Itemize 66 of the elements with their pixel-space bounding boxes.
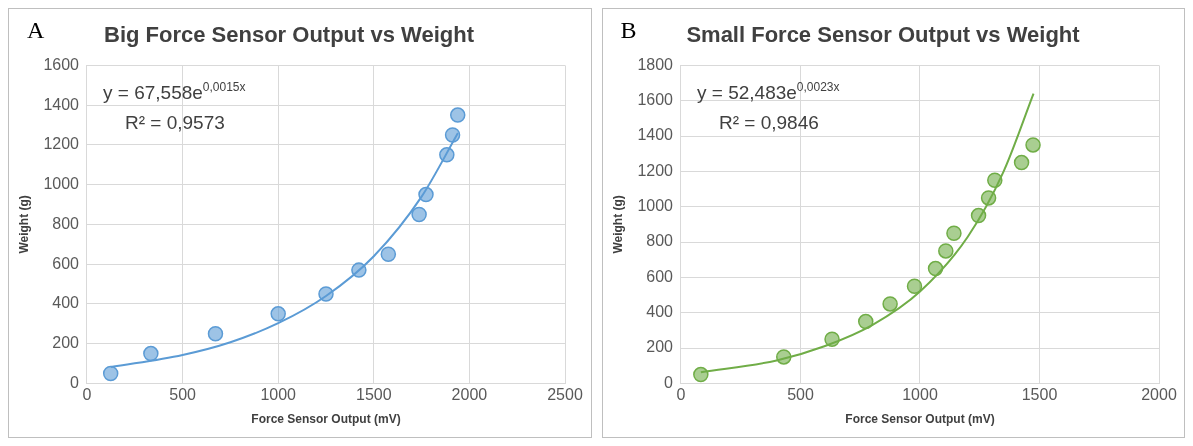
y-tick-label: 1600 (43, 55, 80, 73)
y-tick-label: 1200 (636, 161, 673, 179)
x-tick-label: 0 (676, 386, 686, 404)
point (1013, 154, 1029, 171)
y-tick-label: 400 (52, 294, 80, 312)
y-tick-label: 1800 (636, 55, 673, 73)
y-tick-label: 1600 (636, 91, 673, 109)
point (945, 225, 962, 241)
text: A (27, 17, 45, 44)
y-tick-label: 600 (645, 267, 673, 285)
point (449, 107, 466, 123)
point (986, 172, 1003, 188)
text: B (620, 17, 637, 44)
point (351, 262, 367, 278)
y-axis-title: Weight (g) (610, 195, 625, 254)
annotation: R² = 0,9573 (124, 112, 225, 134)
point (318, 286, 334, 302)
point (927, 260, 943, 277)
y-tick-label: 1000 (636, 197, 673, 215)
y-axis-title: Weight (g) (16, 195, 31, 254)
y-tick-label: 600 (52, 254, 80, 272)
point (270, 306, 286, 322)
y-tick-label: 0 (663, 373, 673, 391)
y-tick-label: 0 (70, 373, 80, 391)
point (823, 331, 840, 347)
point (970, 207, 986, 224)
y-tick-label: 1200 (43, 135, 80, 153)
x-tick-label: 1000 (901, 386, 938, 404)
x-tick-label: 0 (82, 386, 92, 404)
point (439, 147, 455, 163)
annotation: R² = 0,9846 (718, 112, 819, 134)
point (775, 349, 792, 365)
point (692, 366, 709, 383)
x-tick-label: 2000 (1140, 386, 1177, 404)
point (418, 186, 434, 203)
y-tick-label: 1400 (636, 126, 673, 144)
x-tick-label: 1500 (356, 386, 392, 404)
x-tick-label: 2000 (451, 386, 488, 404)
point (411, 206, 427, 223)
point (906, 278, 922, 294)
point (102, 365, 119, 382)
x-tick-label: 1500 (1021, 386, 1057, 404)
y-tick-label: 1000 (43, 175, 80, 193)
y-tick-label: 800 (645, 232, 673, 250)
x-tick-label: 500 (169, 386, 197, 404)
y-tick-label: 400 (645, 303, 673, 321)
y-tick-label: 200 (645, 338, 673, 356)
chart-title: Small Force Sensor Output vs Weight (685, 22, 1080, 48)
point (937, 243, 954, 259)
y-tick-label: 200 (52, 334, 80, 352)
point (881, 296, 898, 312)
point (207, 325, 224, 342)
x-axis-title: Force Sensor Output (mV) (844, 412, 995, 427)
point (380, 246, 397, 262)
point (444, 127, 461, 143)
y-tick-label: 1400 (43, 95, 80, 113)
x-tick-label: 500 (786, 386, 814, 404)
point (857, 313, 873, 330)
x-tick-label: 2500 (547, 386, 583, 404)
x-axis-title: Force Sensor Output (mV) (251, 412, 401, 427)
y-tick-label: 800 (52, 214, 80, 232)
point (1024, 137, 1041, 153)
x-tick-label: 1000 (260, 386, 297, 404)
point (980, 190, 996, 206)
chart-title: Big Force Sensor Output vs Weight (104, 22, 475, 48)
point (143, 345, 159, 362)
